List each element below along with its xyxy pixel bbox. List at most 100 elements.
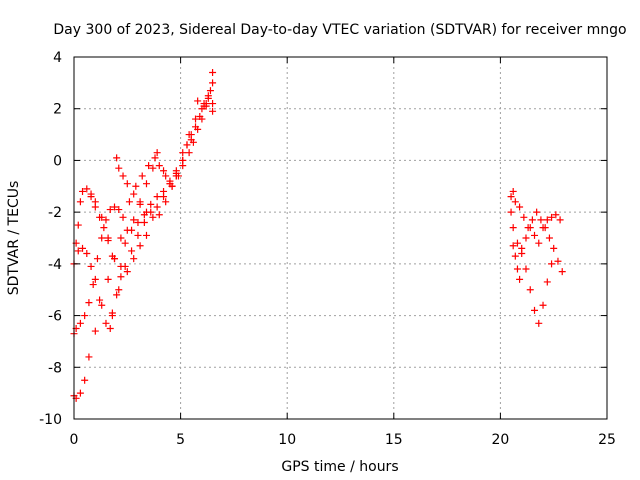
y-tick-label: 0 [53,153,62,169]
data-point [511,198,519,206]
data-point [81,376,89,384]
data-point [115,206,123,214]
data-point [160,187,168,195]
data-point [83,250,91,258]
data-point [93,255,101,263]
data-point [209,69,217,77]
data-point [554,257,562,265]
data-point [142,231,150,239]
y-axis-label: SDTVAR / TECUs [6,181,22,296]
data-point [115,164,123,172]
data-point [106,206,114,214]
data-point [76,198,84,206]
y-tick-label: 4 [53,50,62,66]
data-point [134,231,142,239]
y-tick-label: -2 [48,205,62,221]
data-point [204,94,212,102]
data-point [130,255,138,263]
x-axis-label: GPS time / hours [281,459,398,475]
data-point [87,190,95,198]
data-point [543,216,551,224]
data-point [147,200,155,208]
data-point [192,115,200,123]
data-point [539,301,547,309]
data-point [189,138,197,146]
data-point [518,250,526,258]
data-point [117,262,125,270]
y-tick-label: -8 [48,360,62,376]
data-point [76,319,84,327]
data-point [125,198,133,206]
data-point [145,162,153,170]
series-arc-10 [509,242,556,327]
y-tick-label: -6 [48,309,62,325]
data-point [132,182,140,190]
data-point [522,265,530,273]
data-point [98,301,106,309]
data-point [209,79,217,87]
data-point [136,200,144,208]
data-point [535,319,543,327]
data-point [130,216,138,224]
x-tick-label: 0 [70,432,79,448]
data-point [545,234,553,242]
x-tick-label: 20 [491,432,509,448]
y-tick-label: 2 [53,102,62,118]
data-point [509,187,517,195]
data-point [74,221,82,229]
data-point [162,172,170,180]
grid-lines [74,57,607,419]
data-series [70,69,566,402]
data-point [128,247,136,255]
data-point [81,312,89,320]
data-point [185,131,193,139]
data-point [140,218,148,226]
data-point [539,224,547,232]
data-point [87,262,95,270]
data-point [79,244,87,252]
data-point [89,281,97,289]
data-point [98,234,106,242]
data-point [160,167,168,175]
data-point [513,265,521,273]
data-point [138,172,146,180]
data-point [537,216,545,224]
y-tick-label: -4 [48,257,62,273]
data-point [528,216,536,224]
data-point [136,242,144,250]
data-point [102,216,110,224]
chart-title: Day 300 of 2023, Sidereal Day-to-day VTE… [53,22,626,38]
series-arc-7 [113,154,180,221]
data-point [111,203,119,211]
data-point [206,87,214,95]
data-point [556,216,564,224]
x-tick-label: 15 [385,432,403,448]
data-point [113,154,121,162]
data-point [516,203,524,211]
data-point [183,141,191,149]
data-point [155,162,163,170]
data-point [196,112,204,120]
data-point [507,208,515,216]
data-point [155,211,163,219]
plot-frame [73,56,608,420]
data-point [91,198,99,206]
data-point [552,211,560,219]
data-point [550,244,558,252]
data-point [513,239,521,247]
data-point [104,234,112,242]
data-point [543,278,551,286]
data-point [179,149,187,157]
data-point [168,182,176,190]
data-point [104,275,112,283]
data-point [113,291,121,299]
data-point [194,97,202,105]
data-point [83,185,91,193]
data-point [153,149,161,157]
data-point [123,268,131,276]
data-point [149,164,157,172]
data-point [531,231,539,239]
data-point [185,149,193,157]
